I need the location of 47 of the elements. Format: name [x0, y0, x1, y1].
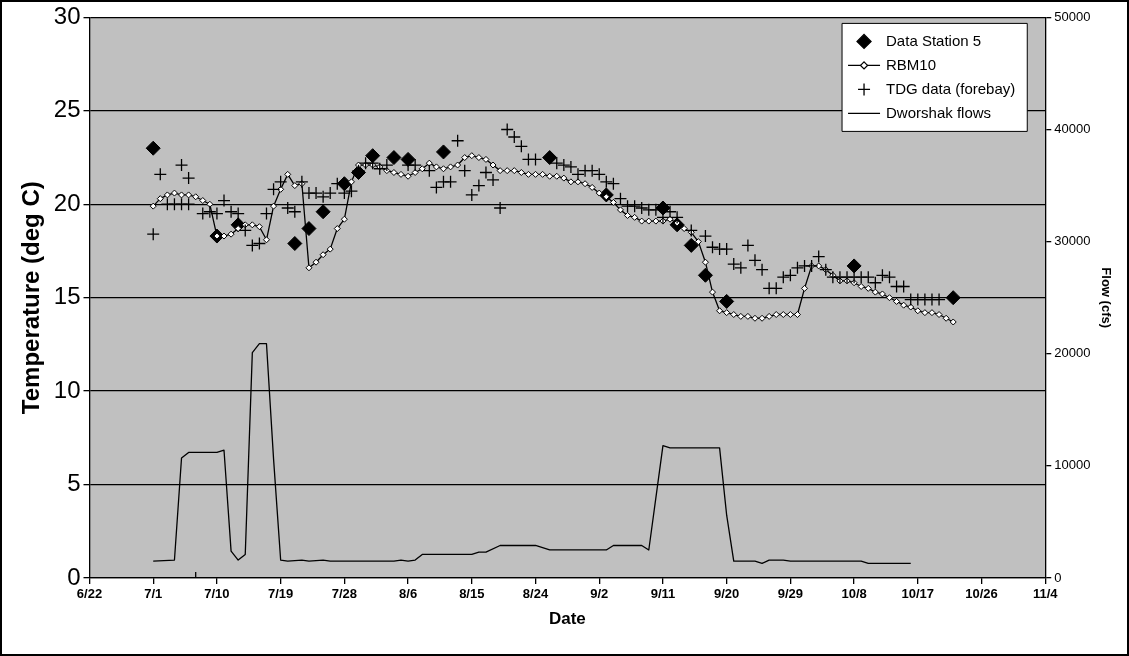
legend-label: Data Station 5: [886, 31, 982, 49]
x-tick-label: 10/26: [965, 586, 998, 602]
y2-tick-label: 30000: [1054, 233, 1091, 249]
y2-tick-label: 0: [1054, 569, 1062, 585]
legend-label: TDG data (forebay): [886, 79, 1016, 97]
y-tick-label: 25: [53, 95, 81, 123]
point: [697, 267, 713, 283]
x-tick-label: 7/10: [204, 586, 230, 602]
x-tick-label: 9/20: [714, 586, 740, 602]
point: [365, 148, 381, 164]
x-tick-label: 10/17: [901, 586, 935, 602]
y2-axis-title: Flow (cfs): [1098, 267, 1114, 329]
y-tick-label: 10: [53, 375, 81, 403]
point: [287, 236, 303, 252]
legend-label: RBM10: [886, 55, 937, 73]
legend-label: Dworshak flows: [886, 103, 992, 121]
x-tick-label: 10/8: [841, 586, 867, 602]
point: [435, 144, 451, 160]
y2-tick-label: 20000: [1054, 345, 1091, 361]
point: [683, 237, 699, 253]
x-axis-title: Date: [548, 609, 586, 629]
point: [846, 258, 862, 274]
point: [542, 150, 558, 166]
y-tick-label: 5: [67, 469, 81, 497]
y2-tick-label: 40000: [1054, 121, 1091, 137]
x-tick-label: 8/6: [399, 586, 418, 602]
x-tick-label: 7/1: [144, 586, 163, 602]
x-tick-label: 9/29: [777, 586, 804, 602]
point: [145, 140, 161, 156]
point: [386, 150, 402, 166]
x-tick-label: 9/11: [650, 586, 676, 602]
x-tick-label: 11/4: [1032, 586, 1059, 602]
y-tick-label: 30: [53, 2, 81, 30]
point: [301, 221, 317, 237]
x-tick-label: 8/24: [522, 586, 549, 602]
x-tick-label: 7/28: [331, 586, 358, 602]
point: [315, 204, 331, 220]
x-tick-label: 8/15: [459, 586, 485, 602]
y-tick-label: 15: [53, 282, 81, 310]
x-tick-label: 7/19: [267, 586, 294, 602]
y2-tick-label: 10000: [1054, 457, 1091, 473]
x-tick-label: 9/2: [590, 586, 609, 602]
y-tick-label: 20: [53, 188, 81, 216]
point: [945, 290, 961, 306]
y2-tick-label: 50000: [1054, 8, 1091, 24]
y-axis-title: Temperature (deg C): [17, 181, 45, 415]
point: [719, 293, 735, 309]
